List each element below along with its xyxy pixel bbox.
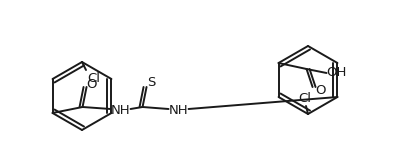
Text: S: S bbox=[147, 76, 156, 89]
Text: O: O bbox=[86, 78, 97, 91]
Text: NH: NH bbox=[111, 104, 130, 118]
Text: O: O bbox=[315, 85, 326, 97]
Text: NH: NH bbox=[169, 104, 188, 118]
Text: Cl: Cl bbox=[88, 72, 101, 85]
Text: Cl: Cl bbox=[299, 91, 311, 104]
Text: OH: OH bbox=[326, 67, 347, 79]
